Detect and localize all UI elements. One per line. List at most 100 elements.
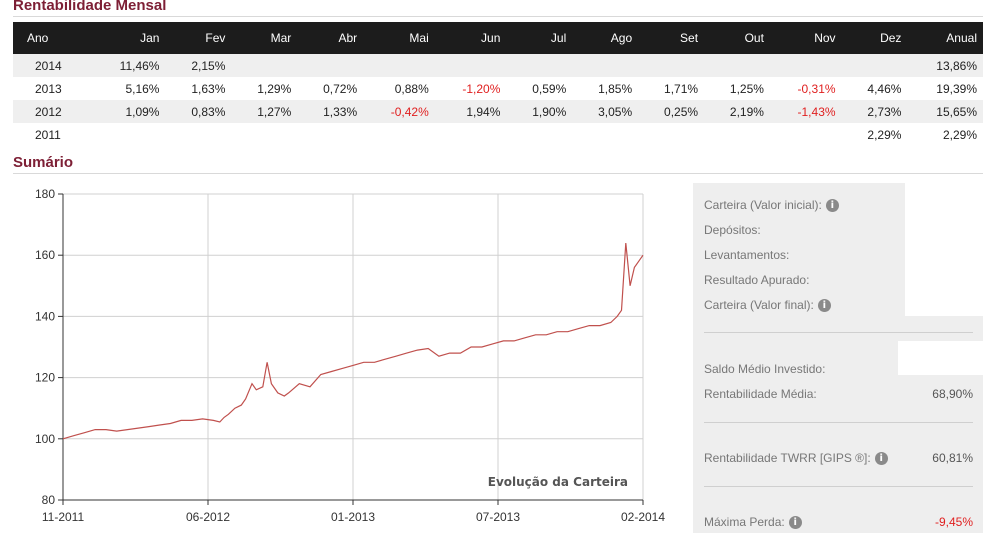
table-row: 2012 1,09% 0,83% 1,27% 1,33% -0,42% 1,94% 1,90%… [13,100,983,123]
value-cell [297,54,364,77]
twrr-label: Rentabilidade TWRR [GIPS ®]: i [704,451,888,466]
series-line [62,242,644,440]
info-icon[interactable]: i [825,199,839,213]
y-tick-label: 140 [35,309,55,323]
max-perda-value: -9,45% [934,515,973,529]
table-row: 2011 2,29% 2,29% [13,123,983,146]
value-cell: 19,39% [936,81,977,96]
value-cell: 15,65% [907,100,983,123]
value-cell [165,123,231,146]
x-tick-label: 11-2011 [42,510,85,524]
value-cell [841,54,908,77]
info-icon[interactable]: i [817,299,831,313]
value-cell: 2,29% [942,127,977,142]
value-cell [91,123,165,146]
year-cell: 2013 [35,81,62,96]
y-tick-label: 80 [42,493,56,507]
value-cell [297,123,363,146]
table-row: 2014 11,46% 2,15% 13,86% [13,54,983,77]
col-header: Ano [13,22,92,54]
value-cell [435,123,507,146]
value-cell [638,54,705,77]
col-header: Fev [165,22,232,54]
value-cell: 1,94% [434,100,507,123]
y-tick-label: 180 [35,187,55,201]
value-cell [363,54,435,77]
value-cell: 5,16% [125,81,160,96]
value-cell: 1,63% [191,81,226,96]
value-cell [704,123,770,146]
value-box-top [905,183,983,316]
year-cell: 2012 [13,100,92,123]
sumario-rule [13,173,983,174]
value-cell: 1,25% [729,81,764,96]
rent-media-label: Rentabilidade Média: [704,387,817,401]
col-header: Jul [506,22,573,54]
value-cell: 0,25% [638,100,705,123]
col-header: Nov [769,22,842,54]
chart-title: Evolução da Carteira [488,475,628,489]
rentabilidade-table: Ano Jan Fev Mar Abr Mai Jun Jul Ago Set Out Nov Dez A… [13,22,983,146]
table-row: 2013 5,16% 1,63% 1,29% 0,72% 0,88% -1,20% 0,59%… [13,77,983,100]
value-cell: 11,46% [91,54,166,77]
col-header: Anual [907,22,983,54]
value-cell: 2,73% [841,100,908,123]
separator [704,422,973,423]
value-cell [769,54,842,77]
value-cell [363,123,435,146]
value-cell: 1,85% [598,81,633,96]
carteira-inicial-label: Carteira (Valor inicial): i [704,198,839,213]
year-cell: 2011 [35,127,61,142]
value-cell: 2,19% [704,100,770,123]
col-header: Jan [91,22,166,54]
value-cell [231,54,298,77]
saldo-medio-label: Saldo Médio Investido: [704,362,826,376]
summary-panel: Carteira (Valor inicial): i Depósitos: Le… [693,183,983,533]
evolucao-chart: 80 100 120 140 160 180 11-2011 06-2012 01-2013 07… [35,187,665,524]
value-cell [572,54,639,77]
value-box-saldo [898,341,983,375]
x-tick-label: 02-2014 [621,510,665,524]
x-tick-label: 06-2012 [186,510,230,524]
value-cell: 0,83% [165,100,232,123]
title-rule [13,16,983,17]
table-header: Ano Jan Fev Mar Abr Mai Jun Jul Ago Set Out Nov Dez A… [13,22,983,54]
twrr-value: 60,81% [932,451,973,465]
col-header: Jun [434,22,507,54]
value-cell: 1,90% [506,100,573,123]
levantamentos-label: Levantamentos: [704,248,790,262]
rent-media-value: 68,90% [932,387,973,401]
sumario-title: Sumário [13,154,74,171]
value-cell [434,54,507,77]
info-icon[interactable]: i [788,516,802,530]
value-cell: 1,09% [91,100,166,123]
value-cell: -0,31% [797,81,836,96]
col-header: Set [638,22,705,54]
value-cell: -1,20% [462,81,501,96]
col-header: Mar [231,22,298,54]
carteira-final-label: Carteira (Valor final): i [704,298,831,313]
value-cell [704,54,770,77]
value-cell [572,123,638,146]
col-header: Dez [841,22,908,54]
value-cell: 13,86% [907,54,983,77]
value-cell: 0,88% [394,81,429,96]
info-icon[interactable]: i [874,452,888,466]
value-cell: 0,72% [323,81,358,96]
value-cell: 2,29% [867,127,902,142]
value-cell [770,123,842,146]
value-cell: -1,43% [769,100,842,123]
table-body: 2014 11,46% 2,15% 13,86% 2013 5,16% 1,63% 1,29%… [13,54,983,146]
y-tick-label: 160 [35,248,55,262]
max-perda-label: Máxima Perda: i [704,515,802,530]
rentabilidade-title: Rentabilidade Mensal [13,0,167,14]
value-cell: 1,27% [231,100,298,123]
value-cell: 4,46% [867,81,902,96]
col-header: Ago [572,22,639,54]
value-cell [506,54,573,77]
separator [704,486,973,487]
col-header: Mai [363,22,435,54]
value-cell [638,123,704,146]
value-cell [231,123,297,146]
y-tick-label: 100 [35,432,55,446]
